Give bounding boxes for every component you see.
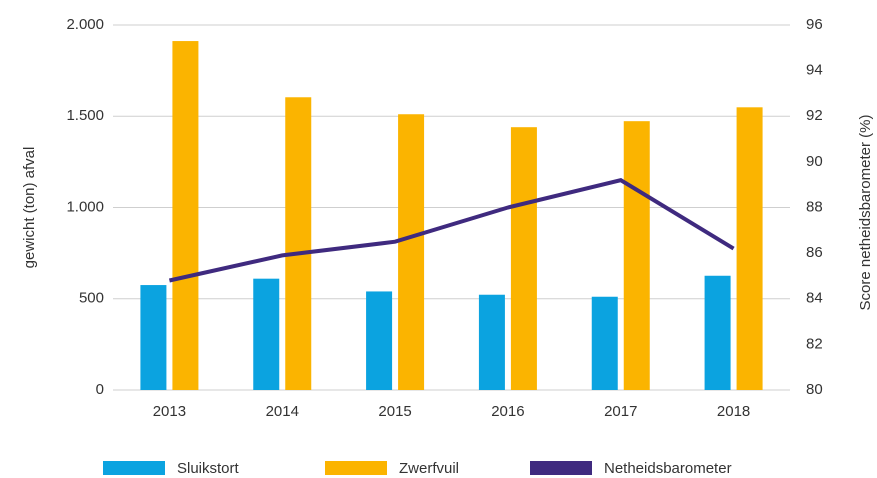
x-tick-label: 2014 [266, 403, 299, 420]
bar [140, 285, 167, 390]
y2-tick-label: 88 [806, 198, 823, 215]
y-tick-label: 0 [96, 381, 104, 398]
x-tick-label: 2018 [717, 403, 750, 420]
bar [736, 107, 763, 391]
y2-tick-label: 86 [806, 244, 823, 261]
legend-label: Netheidsbarometer [604, 460, 732, 477]
bar [172, 41, 199, 391]
y-tick-label: 500 [79, 290, 104, 307]
bar [285, 97, 312, 391]
x-tick-label: 2016 [491, 403, 524, 420]
y-tick-label: 1.500 [66, 107, 104, 124]
y2-tick-label: 80 [806, 381, 823, 398]
bar [704, 275, 731, 390]
bar [398, 114, 425, 391]
y2-axis-label: Score netheidsbarometer (%) [857, 115, 874, 311]
y2-tick-label: 96 [806, 16, 823, 33]
y2-tick-label: 94 [806, 62, 823, 79]
legend-swatch [325, 461, 387, 475]
bar [366, 291, 393, 390]
bar [623, 121, 650, 391]
x-tick-label: 2015 [378, 403, 411, 420]
y2-tick-label: 82 [806, 335, 823, 352]
x-tick-label: 2013 [153, 403, 186, 420]
legend-swatch [530, 461, 592, 475]
y-tick-label: 2.000 [66, 16, 104, 33]
y-tick-label: 1.000 [66, 198, 104, 215]
legend-label: Zwerfvuil [399, 460, 459, 477]
y2-tick-label: 92 [806, 107, 823, 124]
bar [510, 127, 537, 390]
y2-tick-label: 90 [806, 153, 823, 170]
legend-swatch [103, 461, 165, 475]
y-axis-label: gewicht (ton) afval [21, 147, 38, 269]
y2-tick-label: 84 [806, 290, 823, 307]
x-tick-label: 2017 [604, 403, 637, 420]
bar [591, 296, 618, 390]
bar [253, 278, 280, 390]
line [168, 177, 735, 283]
legend-label: Sluikstort [177, 460, 240, 477]
bar [478, 294, 505, 390]
